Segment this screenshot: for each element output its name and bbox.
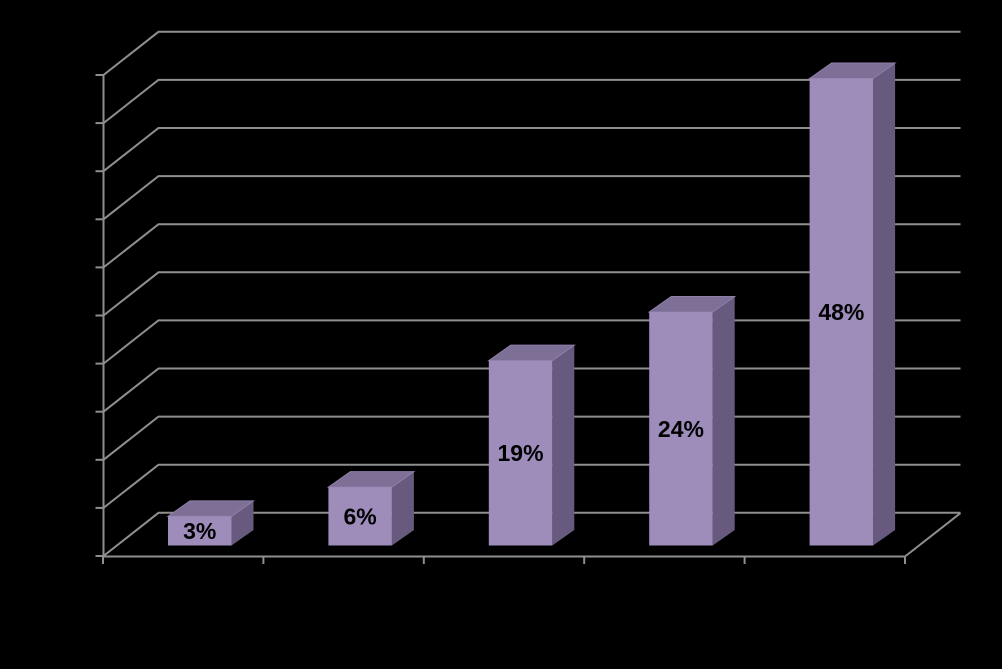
gridline <box>102 223 961 269</box>
bar-side-face <box>712 296 735 546</box>
gridline <box>102 127 961 172</box>
bar-data-label: 19% <box>498 440 544 466</box>
bar-front-face <box>168 516 232 546</box>
bar-data-label: 48% <box>818 299 864 325</box>
bar-front-face <box>809 78 874 546</box>
bar-side-face <box>873 63 896 546</box>
bar-data-label: 6% <box>344 503 377 529</box>
bar-front-face <box>328 487 392 546</box>
gridline <box>102 175 961 221</box>
gridline <box>102 271 961 317</box>
bar-data-label: 3% <box>183 518 216 544</box>
gridline <box>102 78 961 124</box>
gridline <box>102 30 961 76</box>
bar-side-face <box>231 500 254 546</box>
bar-front-face <box>649 312 713 546</box>
bar-data-label: 24% <box>658 416 704 442</box>
bar-side-face <box>391 471 414 546</box>
bar-side-face <box>552 345 575 546</box>
floor-right-edge <box>904 512 962 558</box>
bar-front-face <box>488 360 553 546</box>
